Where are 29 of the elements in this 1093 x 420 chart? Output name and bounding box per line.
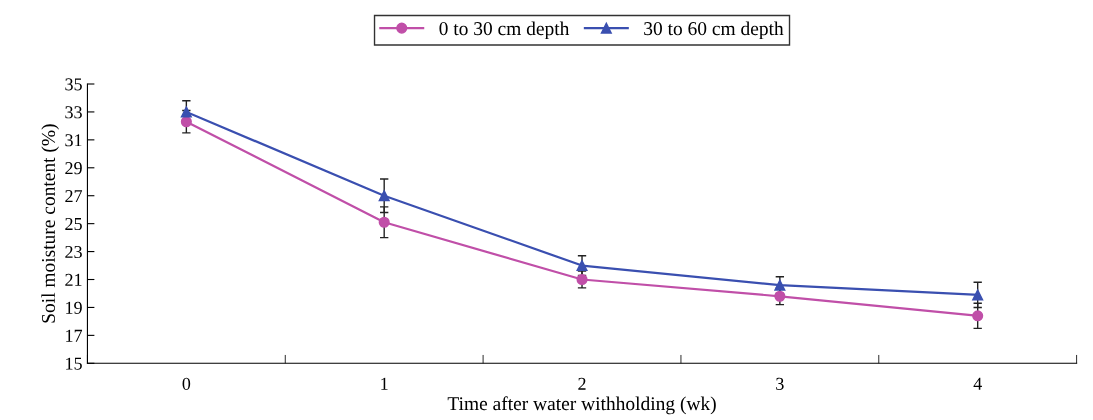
x-tick-label: 3 xyxy=(776,377,784,390)
y-tick-label: 25 xyxy=(65,217,82,231)
y-tick-label: 27 xyxy=(65,190,83,202)
y-tick-label: 23 xyxy=(65,245,82,259)
y-tick-label: 21 xyxy=(65,273,82,286)
point xyxy=(774,279,786,291)
point xyxy=(972,310,984,322)
legend-label: 0 to 30 cm depth xyxy=(439,21,570,40)
legend-label: 30 to 60 cm depth xyxy=(644,21,784,40)
point xyxy=(972,289,984,301)
x-axis-title: Time after water withholding (wk) xyxy=(447,396,716,415)
y-tick-label: 17 xyxy=(66,329,83,342)
x-tick-label: 1 xyxy=(381,377,388,390)
point xyxy=(774,290,786,302)
point xyxy=(180,106,192,118)
point xyxy=(378,190,390,202)
y-tick-label: 29 xyxy=(65,162,82,175)
point xyxy=(576,259,588,272)
x-tick-label: 4 xyxy=(973,377,982,390)
y-tick-label: 19 xyxy=(66,301,82,314)
x-tick-label: 2 xyxy=(578,377,586,390)
x-tick-label: 0 xyxy=(182,377,191,390)
point xyxy=(180,116,192,128)
y-tick-label: 33 xyxy=(65,106,82,119)
point xyxy=(378,216,390,228)
y-tick-label: 15 xyxy=(66,357,82,370)
y-tick-label: 35 xyxy=(65,78,82,91)
y-axis-title: Soil moisture content (%) xyxy=(41,124,59,323)
y-tick-label: 31 xyxy=(65,134,82,147)
